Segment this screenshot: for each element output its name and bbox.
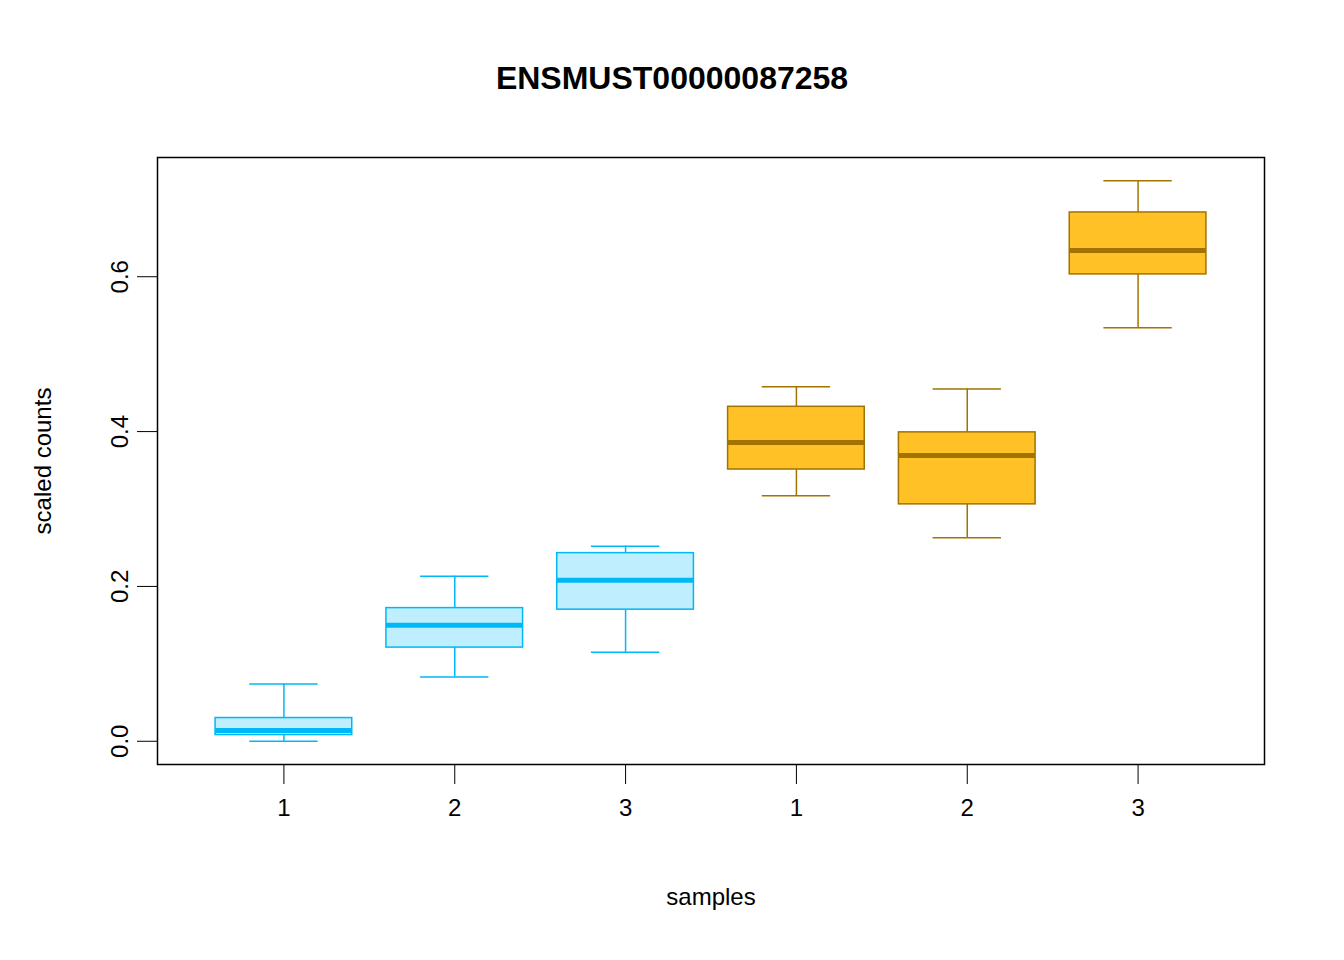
svg-text:scaled counts: scaled counts xyxy=(29,388,56,535)
svg-text:3: 3 xyxy=(619,794,632,821)
svg-text:1: 1 xyxy=(277,794,290,821)
svg-text:samples: samples xyxy=(666,883,755,910)
svg-text:0.0: 0.0 xyxy=(106,725,133,758)
svg-text:3: 3 xyxy=(1131,794,1144,821)
svg-text:0.2: 0.2 xyxy=(106,570,133,603)
svg-text:2: 2 xyxy=(961,794,974,821)
svg-text:0.6: 0.6 xyxy=(106,260,133,293)
html-text:ENSMUST00000087258: ENSMUST00000087258 xyxy=(495,60,849,96)
svg-text:2: 2 xyxy=(448,794,461,821)
svg-text:0.4: 0.4 xyxy=(106,415,133,448)
svg-text:1: 1 xyxy=(790,794,803,821)
